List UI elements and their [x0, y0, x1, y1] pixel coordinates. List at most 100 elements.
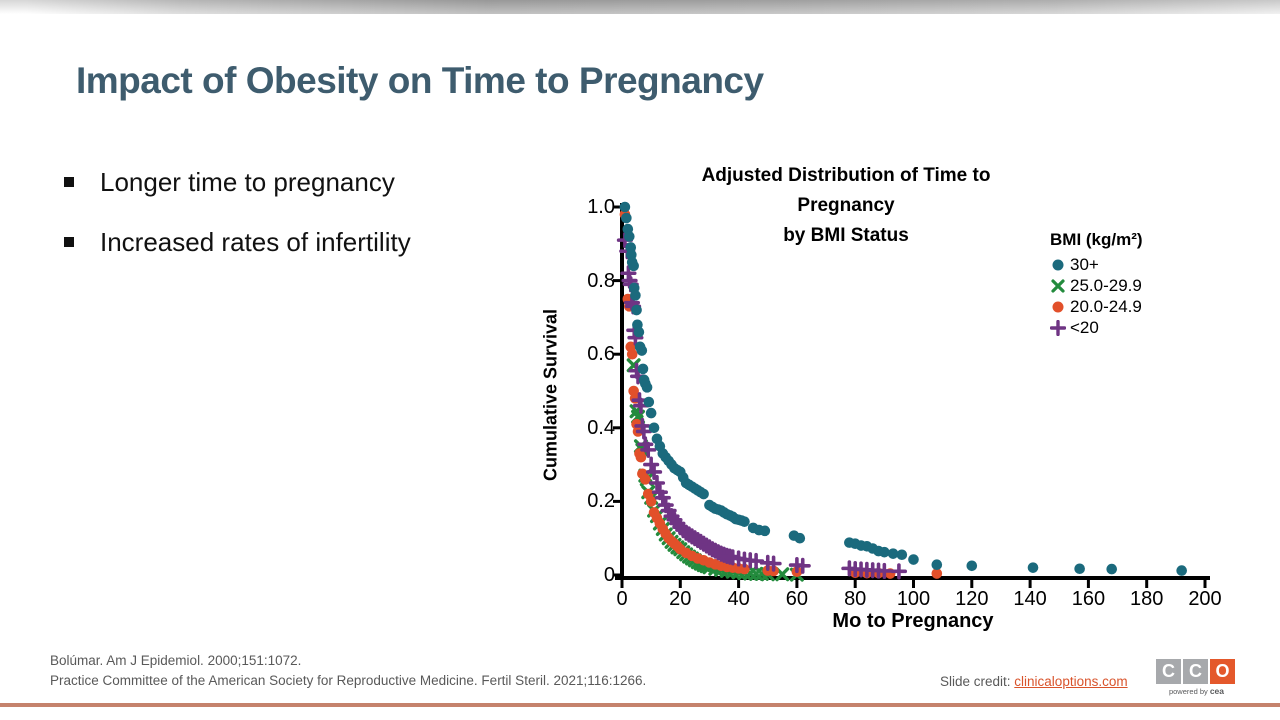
scatter-point-bmi-30plus [633, 326, 645, 338]
scatter-point-bmi-under-20 [635, 423, 652, 440]
scatter-point-bmi-30plus [1106, 563, 1118, 575]
legend-item-bmi-25-29: 25.0-29.9 [1050, 275, 1240, 296]
reference-list: Bolúmar. Am J Epidemiol. 2000;151:1072. P… [50, 651, 646, 691]
scatter-point-bmi-under-20 [876, 562, 893, 580]
x-tick-label: 20 [669, 588, 692, 610]
scatter-point-bmi-30plus [794, 532, 806, 544]
x-tick-label: 100 [896, 588, 931, 610]
legend-label: 20.0-24.9 [1070, 296, 1142, 316]
scatter-point-bmi-under-20 [648, 474, 666, 492]
scatter-point-bmi-30plus [631, 304, 642, 316]
tagline-pre: powered by [1168, 687, 1210, 696]
legend-item-bmi-under-20: <20 [1050, 317, 1240, 338]
series-bmi-20-24 [619, 209, 943, 579]
bullet-text: Increased rates of infertility [100, 226, 411, 257]
slide-credit: Slide credit: clinicaloptions.com [940, 674, 1128, 689]
scatter-point-bmi-20-24 [739, 563, 750, 575]
scatter-point-bmi-under-20 [890, 563, 908, 580]
x-tick-label: 120 [955, 588, 989, 610]
scatter-point-bmi-30plus [648, 422, 660, 434]
y-axis-label: Cumulative Survival [540, 308, 561, 482]
reference-line: Practice Committee of the American Socie… [50, 673, 647, 688]
scatter-point-bmi-under-20 [794, 557, 811, 574]
y-tick-label: 0.4 [587, 416, 615, 439]
x-tick-label: 60 [785, 588, 809, 610]
y-tick-label: 0.6 [587, 343, 615, 366]
scatter-point-bmi-30plus [879, 546, 890, 558]
legend-label: <20 [1070, 317, 1099, 337]
scatter-point-bmi-30plus [637, 363, 649, 375]
scatter-point-bmi-20-24 [645, 496, 657, 507]
scatter-point-bmi-under-20 [765, 555, 782, 572]
chart-title: Adjusted Distribution of Time to Pregnanc… [596, 161, 1096, 251]
scatter-point-bmi-30plus [636, 345, 648, 356]
bullet-text: Longer time to pregnancy [100, 166, 395, 197]
bullet-square-icon [64, 237, 74, 247]
y-tick-label: 1.0 [587, 196, 615, 218]
scatter-point-bmi-20-24 [635, 451, 647, 463]
bullet-item: Increased rates of infertility [64, 212, 411, 272]
x-tick-label: 40 [727, 588, 750, 610]
chart-legend: BMI (kg/m²) 30+ 25.0-29.9 20.0-24.9 <20 [1050, 230, 1240, 338]
scatter-point-bmi-30plus [931, 559, 943, 570]
scatter-plot [613, 201, 1210, 588]
bullet-item: Longer time to pregnancy [64, 152, 411, 212]
cco-logo-letter: O [1210, 659, 1235, 684]
chart-title-line: by BMI Status [783, 225, 909, 246]
bullet-square-icon [64, 177, 74, 187]
x-tick-label: 140 [1013, 588, 1047, 610]
scatter-point-bmi-under-20 [640, 441, 657, 458]
scatter-point-bmi-30plus [630, 290, 641, 301]
scatter-point-bmi-30plus [623, 231, 635, 242]
scatter-point-bmi-30plus [643, 396, 655, 408]
slide-credit-label: Slide credit: [940, 674, 1015, 689]
x-tick-label: 180 [1130, 588, 1164, 610]
legend-marker-circle-icon [1050, 299, 1070, 315]
scatter-point-bmi-20-24 [931, 568, 943, 579]
scatter-point-bmi-30plus [641, 382, 653, 393]
scatter-point-bmi-under-20 [747, 552, 765, 570]
scatter-point-bmi-30plus [887, 548, 899, 559]
legend-title: BMI (kg/m²) [1050, 230, 1143, 249]
scatter-point-bmi-30plus [739, 516, 750, 527]
x-tick-label: 80 [844, 588, 867, 610]
cco-logo-letter: C [1183, 659, 1208, 684]
slide-credit-link[interactable]: clinicaloptions.com [1014, 674, 1128, 689]
x-tick-label: 160 [1071, 588, 1106, 610]
scatter-point-bmi-30plus [1176, 565, 1187, 576]
scatter-point-bmi-20-24 [626, 348, 638, 360]
cco-logo-tagline: powered by cea [1156, 686, 1237, 696]
tagline-brand: cea [1209, 686, 1225, 696]
cco-logo-letter: C [1156, 659, 1181, 684]
legend-marker-x-icon [1050, 278, 1070, 294]
scatter-point-bmi-30plus [619, 201, 631, 213]
scatter-point-bmi-30plus [759, 525, 771, 537]
legend-marker-circle-icon [1050, 257, 1070, 273]
y-tick-label: 0.2 [587, 490, 615, 513]
bottom-accent-rule [0, 703, 1280, 707]
legend-item-bmi-20-24: 20.0-24.9 [1050, 296, 1240, 317]
y-tick-label: 0 [603, 564, 615, 586]
legend-label: 25.0-29.9 [1070, 275, 1142, 295]
series-bmi-30plus [619, 201, 1187, 576]
scatter-point-bmi-30plus [908, 554, 919, 565]
reference-line: Bolúmar. Am J Epidemiol. 2000;151:1072. [50, 653, 302, 668]
chart-title-line: Adjusted Distribution of Time to [701, 165, 991, 186]
legend-label: 30+ [1070, 254, 1099, 274]
chart-title-line: Pregnancy [797, 195, 895, 216]
scatter-point-bmi-30plus [1027, 562, 1039, 573]
x-tick-label: 0 [616, 588, 628, 610]
legend-item-bmi-30plus: 30+ [1050, 254, 1240, 275]
x-axis-label: Mo to Pregnancy [832, 610, 994, 632]
scatter-point-bmi-20-24 [640, 474, 651, 485]
scatter-point-bmi-30plus [628, 260, 639, 272]
scatter-point-bmi-30plus [1074, 563, 1085, 575]
chart-panel: Adjusted Distribution of Time to Pregnanc… [530, 150, 1270, 675]
scatter-point-bmi-30plus [698, 488, 709, 500]
scatter-point-bmi-30plus [896, 549, 908, 561]
y-tick-label: 0.8 [587, 269, 615, 292]
legend-items: 30+ 25.0-29.9 20.0-24.9 <20 [1050, 254, 1240, 338]
legend-marker-plus-icon [1050, 319, 1070, 336]
